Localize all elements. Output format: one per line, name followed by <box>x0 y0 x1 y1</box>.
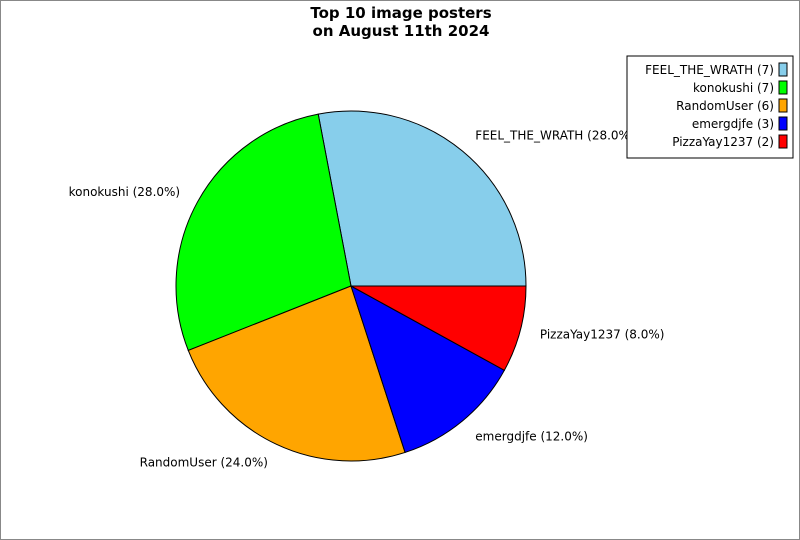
legend-swatch <box>778 62 788 77</box>
legend-box <box>626 55 794 159</box>
chart-title-line-2: on August 11th 2024 <box>313 22 490 40</box>
pie-slice-PizzaYay1237 <box>350 285 527 371</box>
legend-entry: FEEL_THE_WRATH (7) <box>645 63 774 77</box>
slice-label: RandomUser (24.0%) <box>140 455 268 469</box>
pie-slice-RandomUser <box>187 285 406 462</box>
slice-label: emergdjfe (12.0%) <box>475 429 588 443</box>
slice-label: konokushi (28.0%) <box>69 185 181 199</box>
legend-swatch <box>778 116 788 131</box>
legend-entry: emergdjfe (3) <box>692 117 774 131</box>
slice-label: FEEL_THE_WRATH (28.0%) <box>475 129 634 143</box>
slice-label: PizzaYay1237 (8.0%) <box>540 327 665 341</box>
legend-entry: RandomUser (6) <box>676 99 774 113</box>
legend-entry: konokushi (7) <box>693 81 774 95</box>
pie-slice-emergdjfe <box>350 284 506 454</box>
pie-slice-FEEL_THE_WRATH <box>317 110 527 287</box>
legend-entry: PizzaYay1237 (2) <box>672 135 774 149</box>
pie-slice-konokushi <box>175 113 352 352</box>
legend-swatch <box>778 80 788 95</box>
legend-swatch <box>778 134 788 149</box>
legend-swatch <box>778 98 788 113</box>
chart-title-line-1: Top 10 image posters <box>310 4 491 22</box>
